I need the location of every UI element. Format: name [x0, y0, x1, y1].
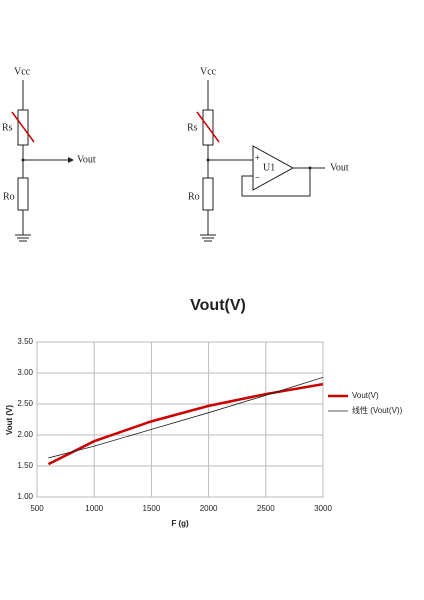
node: [308, 166, 312, 170]
x-tick-label: 500: [30, 504, 44, 513]
sensor-mark: [11, 111, 35, 143]
legend-label: 线性 (Vout(V)): [352, 405, 403, 415]
label: Vout: [330, 162, 349, 173]
label: Vcc: [200, 66, 217, 77]
circuit-right: Vcc Rs Ro Vout U1 + −: [187, 66, 349, 242]
x-axis-label: F (g): [171, 519, 189, 528]
y-tick-label: 3.50: [17, 337, 33, 346]
x-tick-label: 2500: [257, 504, 275, 513]
label: Ro: [188, 191, 200, 202]
x-tick-label: 2000: [200, 504, 218, 513]
label: Rs: [187, 122, 198, 133]
x-tick-label: 1500: [143, 504, 161, 513]
op-amp: [252, 145, 295, 191]
x-tick-label: 3000: [314, 504, 332, 513]
label: Vcc: [14, 66, 31, 77]
y-axis-label: Vout (V): [5, 405, 14, 435]
resistor: [202, 109, 214, 146]
sensor-mark: [196, 111, 220, 143]
y-tick-label: 3.00: [17, 368, 33, 377]
resistor: [202, 177, 214, 211]
plot-area: [36, 341, 324, 498]
node: [21, 158, 25, 162]
resistor: [17, 177, 29, 211]
resistor: [17, 109, 29, 146]
label: Ro: [3, 191, 15, 202]
y-tick-label: 1.50: [17, 461, 33, 470]
label: U1: [263, 162, 275, 173]
x-tick-label: 1000: [85, 504, 103, 513]
arrow: [68, 157, 74, 163]
series-line: [48, 376, 324, 459]
y-tick-label: 2.50: [17, 399, 33, 408]
y-tick-label: 1.00: [17, 492, 33, 501]
label: −: [255, 173, 260, 182]
label: Vout: [77, 154, 96, 165]
label: +: [255, 153, 260, 162]
legend-label: Vout(V): [352, 391, 379, 400]
label: Rs: [2, 122, 13, 133]
node: [206, 158, 210, 162]
circuit-left: Vcc Rs Ro Vout: [2, 66, 96, 242]
chart-title: Vout(V): [190, 297, 246, 314]
y-tick-label: 2.00: [17, 430, 33, 439]
